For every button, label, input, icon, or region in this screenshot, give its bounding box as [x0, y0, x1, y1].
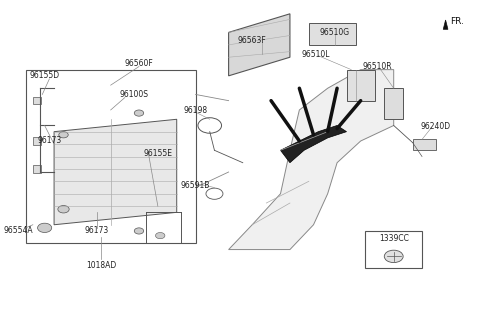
Circle shape — [134, 110, 144, 116]
Text: FR.: FR. — [450, 17, 464, 26]
Circle shape — [58, 206, 69, 213]
Text: 96560F: 96560F — [125, 59, 153, 68]
Bar — [365, 231, 422, 268]
Bar — [347, 69, 375, 101]
Circle shape — [384, 250, 403, 263]
Text: 96100S: 96100S — [120, 90, 149, 99]
Bar — [33, 165, 41, 173]
Text: 96155D: 96155D — [30, 71, 60, 80]
Text: 96173: 96173 — [37, 136, 61, 146]
Polygon shape — [443, 20, 448, 29]
Polygon shape — [228, 14, 290, 76]
Text: 1018AD: 1018AD — [86, 261, 116, 269]
Circle shape — [37, 223, 52, 233]
Text: 96173: 96173 — [84, 226, 108, 235]
Polygon shape — [228, 69, 394, 249]
Text: 1339CC: 1339CC — [379, 234, 408, 243]
Bar — [413, 139, 436, 150]
Bar — [33, 137, 41, 145]
Circle shape — [59, 132, 68, 138]
Text: 96510L: 96510L — [301, 50, 330, 59]
Text: 96198: 96198 — [183, 106, 208, 115]
Text: 96155E: 96155E — [144, 149, 172, 158]
Circle shape — [134, 228, 144, 234]
Text: 96554A: 96554A — [4, 226, 34, 235]
Bar — [384, 88, 403, 119]
Text: 96591B: 96591B — [181, 181, 210, 190]
Bar — [33, 97, 41, 104]
Text: 96563F: 96563F — [238, 36, 266, 45]
Circle shape — [156, 233, 165, 239]
Text: 96510R: 96510R — [362, 62, 392, 71]
Bar — [26, 69, 195, 244]
Polygon shape — [54, 119, 177, 225]
Text: 96510G: 96510G — [320, 28, 350, 37]
Text: 96240D: 96240D — [420, 121, 450, 131]
Polygon shape — [280, 126, 347, 163]
Bar — [309, 23, 356, 45]
